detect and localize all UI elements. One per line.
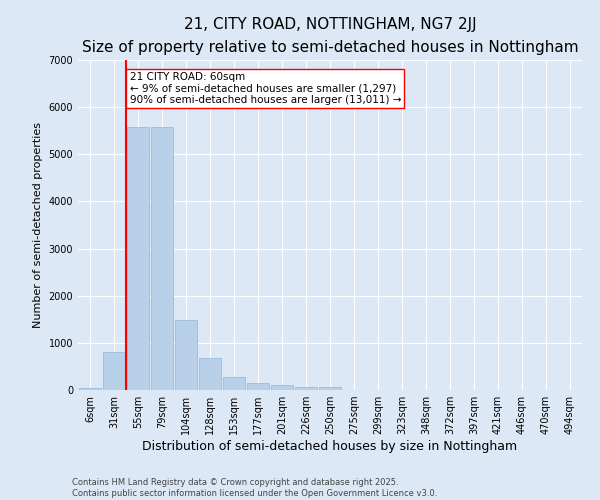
Bar: [175, 320, 197, 390]
Y-axis label: Number of semi-detached properties: Number of semi-detached properties: [33, 122, 43, 328]
Text: Contains HM Land Registry data © Crown copyright and database right 2025.
Contai: Contains HM Land Registry data © Crown c…: [72, 478, 437, 498]
Bar: [271, 386, 293, 390]
Bar: [79, 388, 101, 390]
Text: 21 CITY ROAD: 60sqm
← 9% of semi-detached houses are smaller (1,297)
90% of semi: 21 CITY ROAD: 60sqm ← 9% of semi-detache…: [130, 72, 401, 105]
Bar: [247, 384, 269, 390]
Bar: [223, 378, 245, 390]
Bar: [127, 127, 149, 390]
Bar: [199, 358, 221, 390]
Title: 21, CITY ROAD, NOTTINGHAM, NG7 2JJ
Size of property relative to semi-detached ho: 21, CITY ROAD, NOTTINGHAM, NG7 2JJ Size …: [82, 18, 578, 54]
Bar: [319, 386, 341, 390]
Bar: [295, 386, 317, 390]
Bar: [103, 352, 125, 390]
X-axis label: Distribution of semi-detached houses by size in Nottingham: Distribution of semi-detached houses by …: [142, 440, 518, 453]
Bar: [151, 127, 173, 390]
